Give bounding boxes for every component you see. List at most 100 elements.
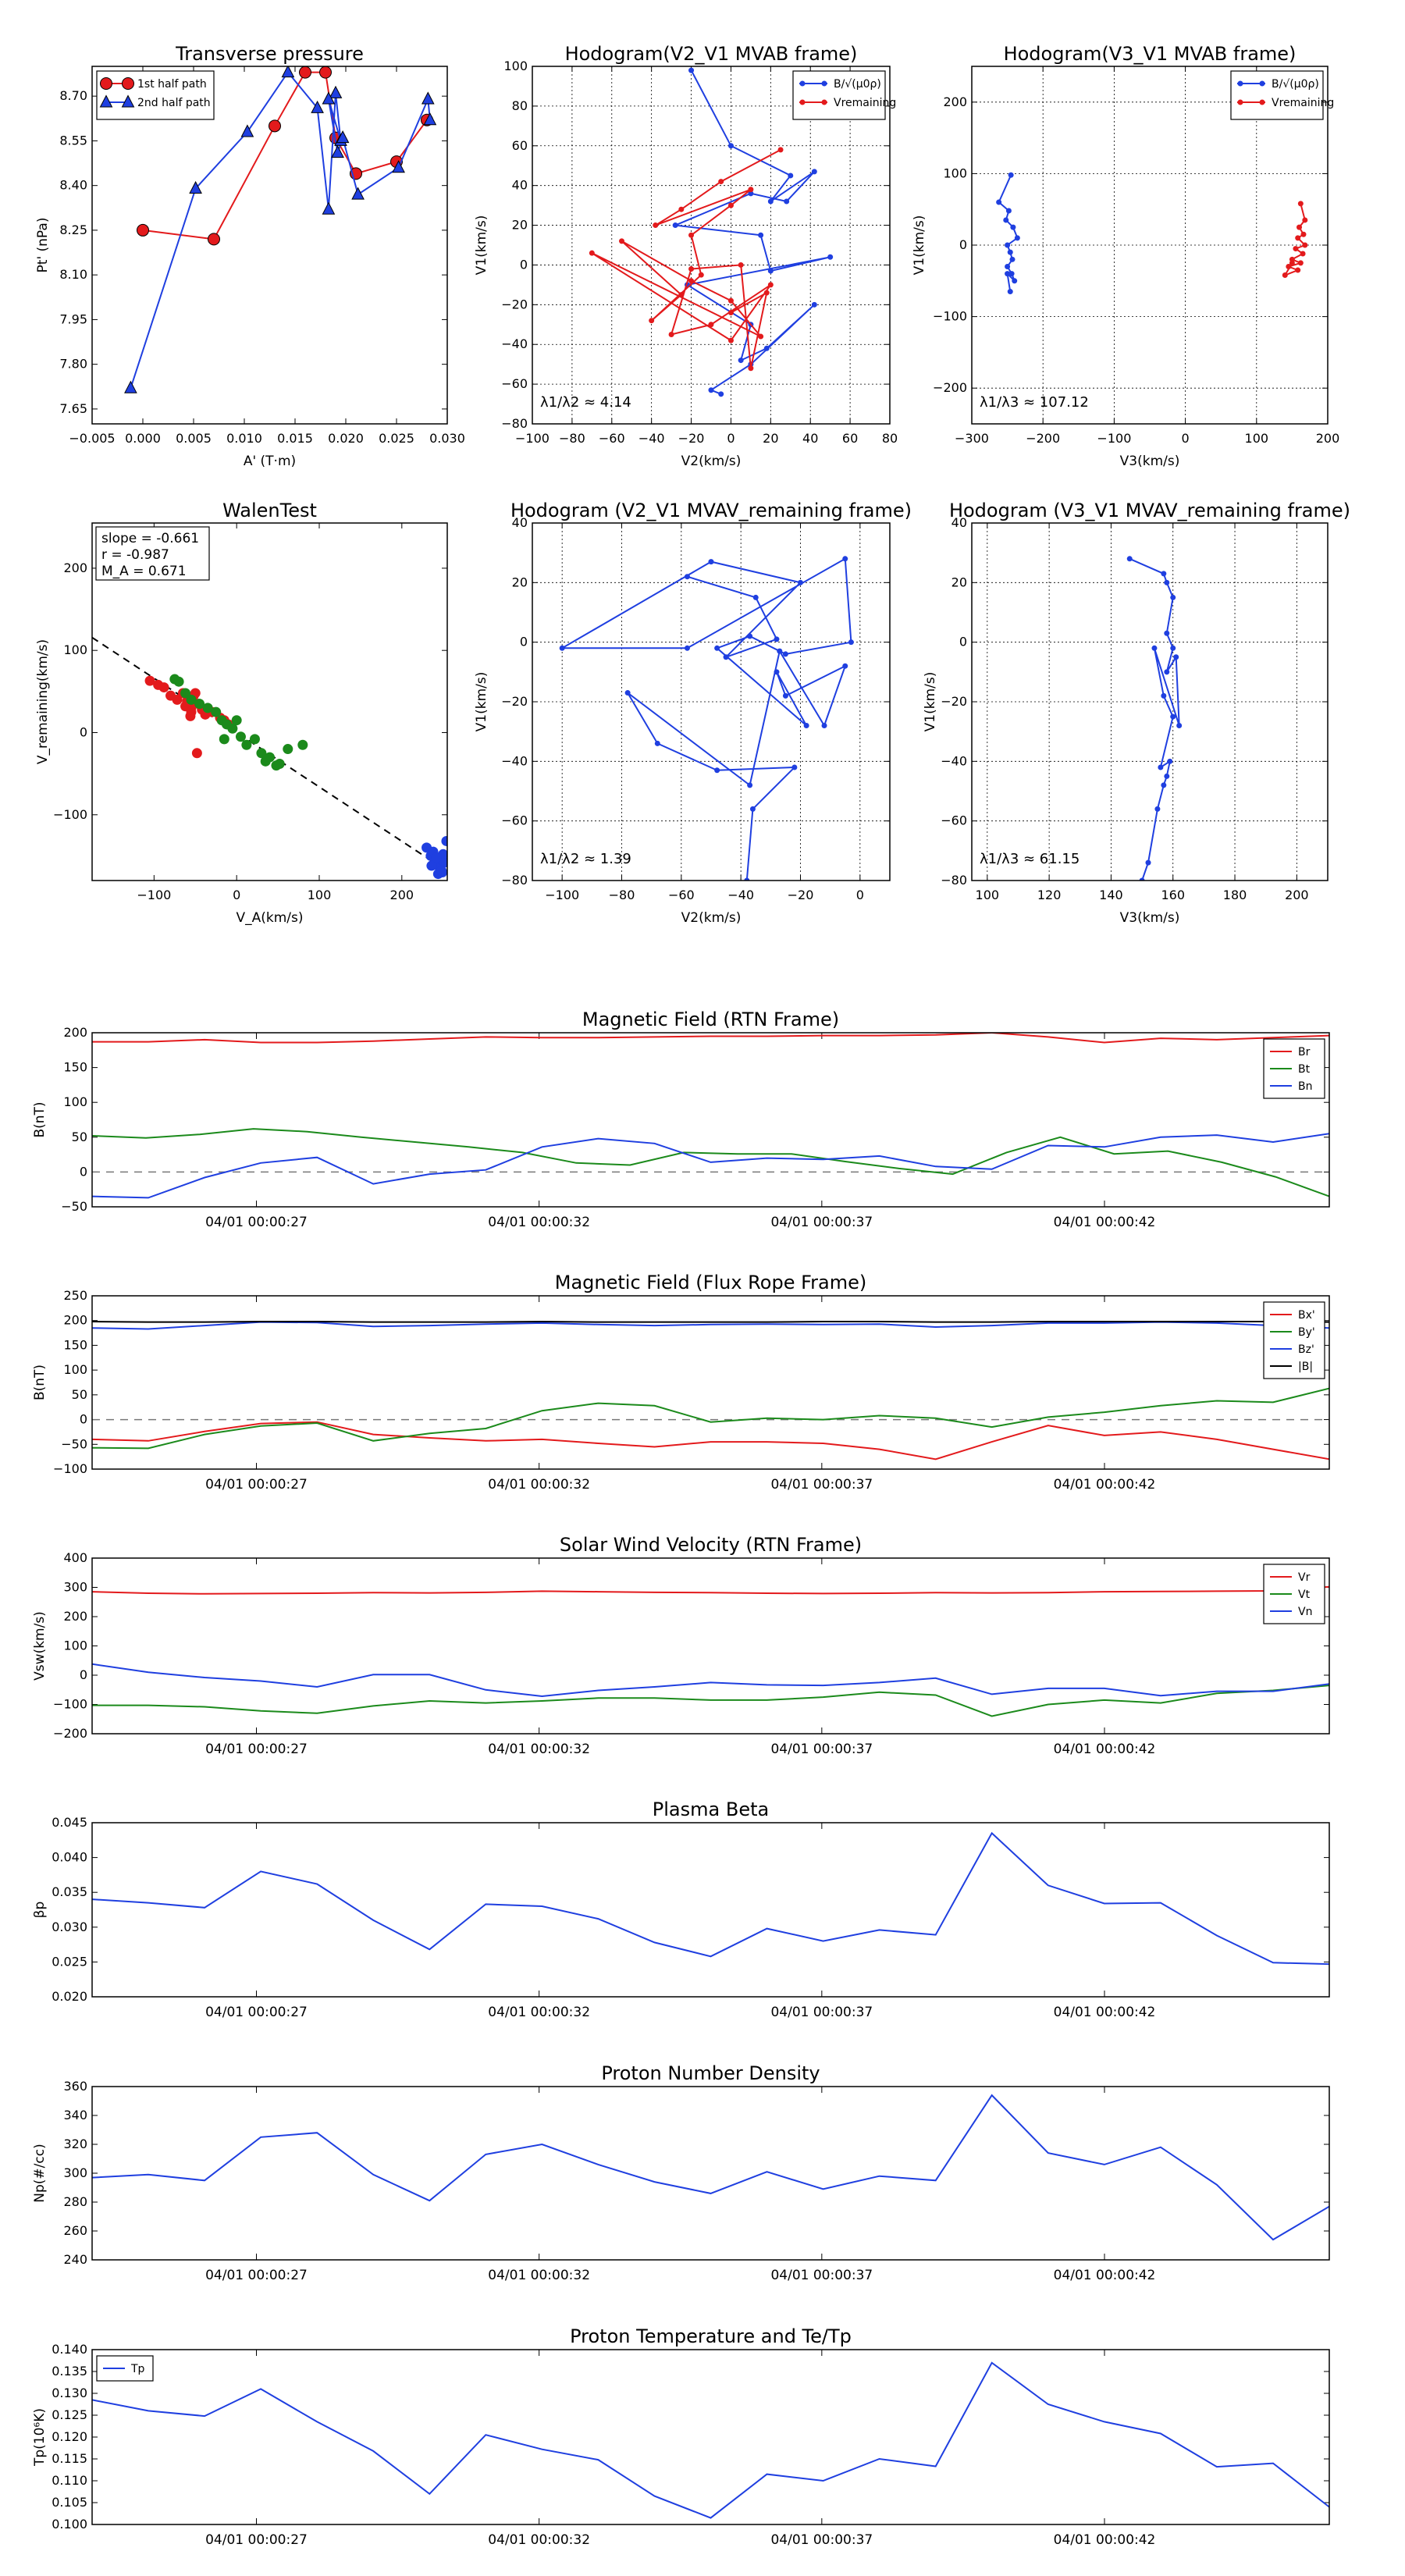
data-point	[678, 206, 685, 212]
data-point	[788, 173, 794, 179]
x-tick-label: 04/01 00:00:32	[488, 1742, 590, 1757]
data-point	[1008, 271, 1015, 277]
legend-marker	[1259, 99, 1265, 105]
plot-area	[996, 172, 1308, 295]
data-point	[698, 272, 704, 278]
data-point	[727, 143, 734, 149]
y-tick-label: 300	[63, 2165, 87, 2180]
data-point	[1145, 859, 1151, 866]
chart-h3: −100 −80 −60 −40 −20 0 −80 −60 −40 −20 0 20 40Hodogr…	[474, 500, 912, 926]
x-tick-label: 04/01 00:00:37	[770, 1742, 873, 1757]
data-point	[752, 594, 759, 600]
legend-marker	[821, 99, 827, 105]
chart-title: Hodogram(V3_V1 MVAB frame)	[1004, 43, 1297, 65]
data-point	[1158, 764, 1164, 770]
data-point	[738, 358, 744, 364]
y-tick-label: 0	[80, 1412, 87, 1427]
y-tick-label: 7.80	[59, 357, 87, 372]
data-point	[336, 130, 350, 144]
series-line-Vremaining	[591, 149, 781, 369]
data-point	[811, 169, 817, 175]
data-point	[1154, 806, 1161, 812]
x-axis-label: V3(km/s)	[1120, 454, 1180, 469]
data-point	[202, 703, 213, 713]
data-point	[1282, 272, 1288, 278]
data-point	[423, 112, 437, 126]
legend-marker	[121, 94, 135, 108]
legend-marker	[100, 77, 112, 90]
data-point	[1297, 201, 1304, 207]
y-tick-label: 8.55	[59, 133, 87, 148]
y-tick-label: −100	[933, 309, 967, 324]
y-tick-label: −200	[933, 380, 967, 395]
y-tick-label: 0.025	[52, 1954, 87, 1969]
data-point	[249, 734, 260, 745]
data-point	[1297, 260, 1304, 266]
y-tick-label: 0	[959, 237, 967, 252]
data-point	[191, 748, 202, 759]
plot-area	[589, 67, 834, 397]
x-tick-label: 04/01 00:00:42	[1054, 1742, 1156, 1757]
data-point	[1295, 235, 1301, 241]
y-tick-label: −80	[501, 873, 528, 888]
data-point	[619, 238, 624, 244]
data-point	[283, 744, 293, 755]
y-tick-label: 0.140	[52, 2342, 87, 2357]
y-tick-label: −20	[501, 297, 528, 311]
data-point	[281, 66, 295, 78]
data-point	[767, 268, 774, 274]
y-tick-label: 0	[520, 257, 528, 272]
plot-area	[1126, 556, 1183, 881]
x-tick-label: 04/01 00:00:37	[770, 1477, 873, 1493]
x-tick-label: 04/01 00:00:42	[1054, 2268, 1156, 2283]
legend-box	[1230, 70, 1324, 120]
x-tick-label: 0	[1182, 431, 1190, 446]
data-point	[559, 645, 565, 651]
x-tick-label: 04/01 00:00:42	[1054, 2532, 1156, 2548]
data-point	[748, 187, 754, 193]
data-point	[1295, 267, 1301, 273]
x-tick-label: 04/01 00:00:37	[770, 2005, 873, 2020]
data-point	[1167, 758, 1173, 764]
series-line-Bx'	[92, 1421, 1329, 1461]
x-tick-label: 100	[976, 888, 1000, 902]
data-point	[194, 699, 205, 710]
legend-label: Bt	[1298, 1063, 1311, 1076]
data-point	[322, 201, 336, 215]
data-point	[842, 556, 848, 562]
x-tick-label: 200	[1316, 431, 1340, 446]
data-point	[777, 147, 784, 153]
data-point	[708, 322, 714, 328]
y-tick-label: 240	[63, 2252, 87, 2267]
y-tick-label: −40	[501, 753, 528, 768]
y-tick-label: 360	[63, 2079, 87, 2094]
data-point	[1007, 249, 1013, 255]
data-point	[1005, 271, 1011, 277]
data-point	[688, 67, 695, 73]
y-tick-label: −50	[61, 1199, 87, 1214]
data-point	[299, 66, 311, 79]
plot-frame	[532, 66, 891, 425]
data-point	[1297, 224, 1303, 230]
x-tick-label: 0.005	[176, 431, 212, 446]
x-tick-label: 04/01 00:00:37	[770, 2532, 873, 2548]
chart-ts4: 04/01 00:00:27 04/01 00:00:32 04/01 00:00:…	[32, 1799, 1330, 2020]
x-tick-label: −200	[1026, 431, 1060, 446]
data-point	[708, 387, 714, 393]
x-tick-label: 04/01 00:00:32	[488, 2268, 590, 2283]
x-tick-label: 04/01 00:00:27	[205, 2532, 308, 2548]
data-point	[265, 752, 275, 763]
plot-area	[559, 556, 854, 881]
chart-title: Proton Temperature and Te/Tp	[570, 2325, 852, 2347]
data-point	[1164, 773, 1170, 779]
series-line-By'	[92, 1387, 1329, 1450]
data-point	[1286, 263, 1292, 269]
data-point	[1161, 692, 1167, 699]
y-tick-label: 60	[512, 138, 528, 153]
x-tick-label: −0.005	[69, 431, 115, 446]
y-tick-label: 7.95	[59, 311, 87, 326]
data-point	[811, 301, 817, 308]
x-tick-label: 0.000	[125, 431, 161, 446]
x-tick-label: −100	[545, 888, 579, 902]
y-axis-label: B(nT)	[32, 1101, 48, 1137]
